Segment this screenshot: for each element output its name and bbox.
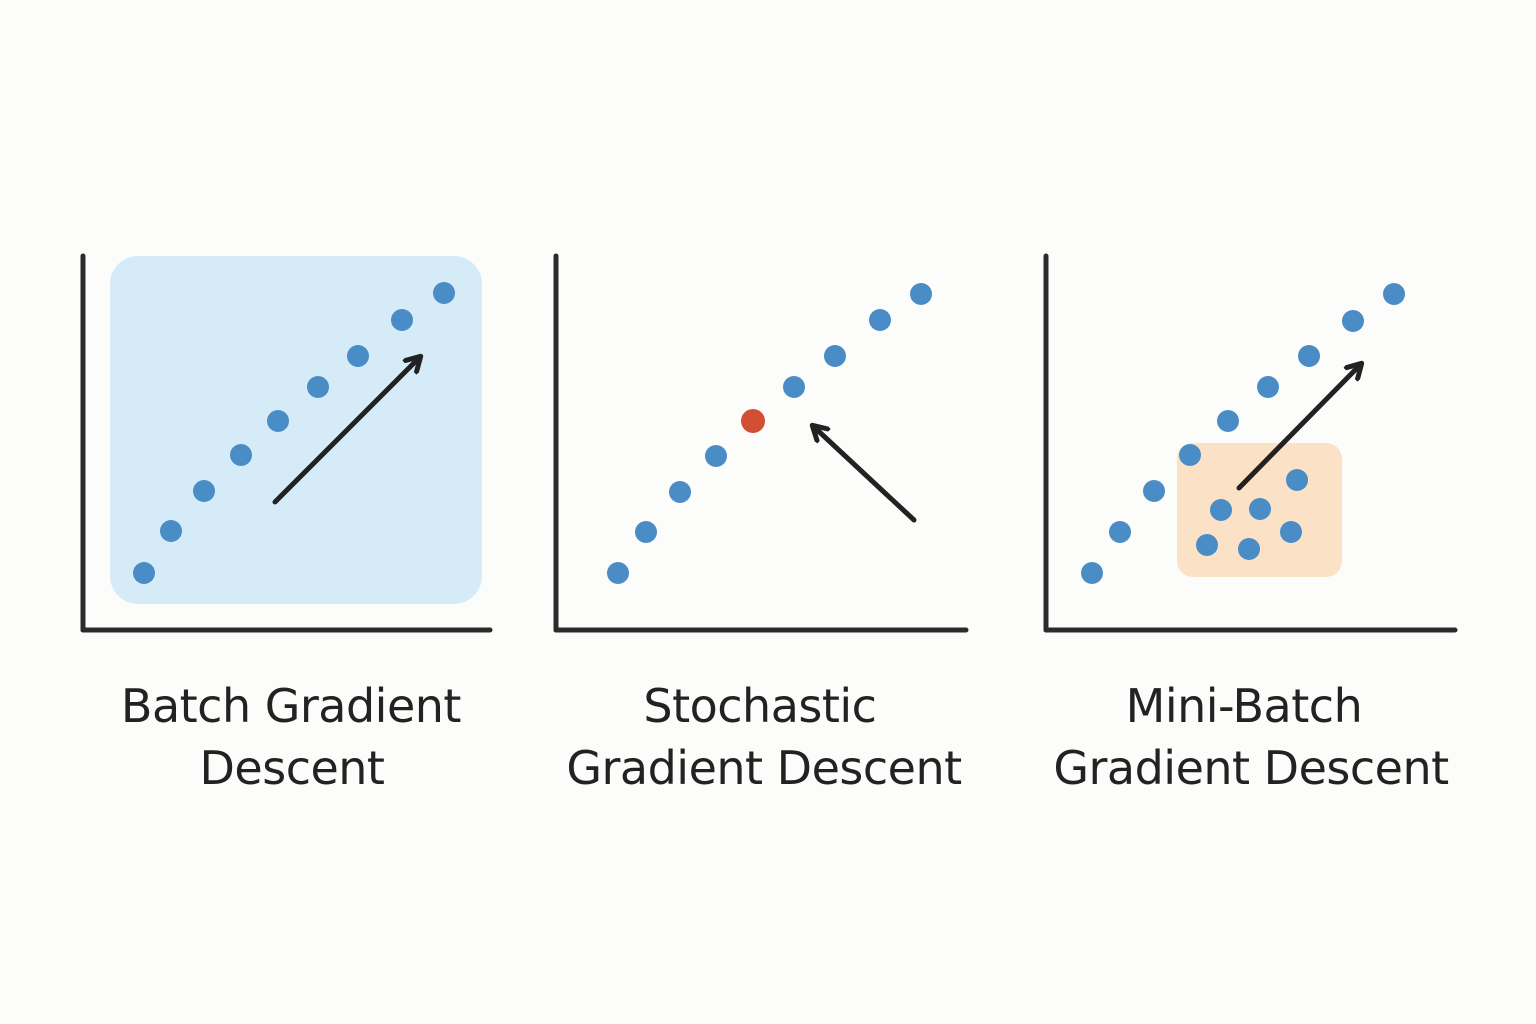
- mini-batch-points: [1196, 469, 1308, 560]
- data-point: [230, 444, 252, 466]
- mini-batch-point: [1249, 498, 1271, 520]
- axes: [553, 253, 969, 633]
- data-points: [607, 283, 932, 584]
- data-point: [1383, 283, 1405, 305]
- panel-stochastic: Stochastic Gradient Descent: [553, 253, 969, 795]
- data-point: [267, 410, 289, 432]
- data-points: [1081, 283, 1405, 584]
- data-point: [193, 480, 215, 502]
- data-point: [1179, 444, 1201, 466]
- full-batch-box: [110, 256, 482, 604]
- mini-batch-point: [1286, 469, 1308, 491]
- data-point: [1143, 480, 1165, 502]
- data-point: [1257, 376, 1279, 398]
- gradient-arrow: [813, 426, 917, 523]
- data-point: [824, 345, 846, 367]
- mini-batch-point: [1196, 534, 1218, 556]
- data-point: [1342, 310, 1364, 332]
- data-point: [1081, 562, 1103, 584]
- data-point: [910, 283, 932, 305]
- data-point: [347, 345, 369, 367]
- title-line-1: Mini-Batch: [1126, 679, 1363, 733]
- data-point: [607, 562, 629, 584]
- panel-title: Mini-Batch Gradient Descent: [1053, 679, 1448, 795]
- gradient-arrow: [1236, 364, 1361, 491]
- title-line-1: Batch Gradient: [121, 679, 461, 733]
- data-point: [307, 376, 329, 398]
- data-point: [160, 520, 182, 542]
- title-line-1: Stochastic: [643, 679, 876, 733]
- data-point: [869, 309, 891, 331]
- panel-batch: Batch Gradient Descent: [80, 253, 493, 795]
- axes: [80, 253, 493, 633]
- gradient-arrow: [272, 357, 420, 505]
- title-line-2: Gradient Descent: [566, 741, 961, 795]
- data-point: [669, 481, 691, 503]
- data-point: [433, 282, 455, 304]
- title-line-2: Gradient Descent: [1053, 741, 1448, 795]
- panel-title: Batch Gradient Descent: [121, 679, 475, 795]
- data-point: [1217, 410, 1239, 432]
- data-point: [705, 445, 727, 467]
- data-point: [391, 309, 413, 331]
- panel-title: Stochastic Gradient Descent: [566, 679, 961, 795]
- data-point: [1109, 521, 1131, 543]
- panel-minibatch: Mini-Batch Gradient Descent: [1043, 253, 1458, 795]
- mini-batch-point: [1210, 499, 1232, 521]
- data-point: [1298, 345, 1320, 367]
- data-point: [133, 562, 155, 584]
- mini-batch-point: [1238, 538, 1260, 560]
- mini-batch-point: [1280, 521, 1302, 543]
- data-point: [635, 521, 657, 543]
- selected-sample-point: [741, 409, 765, 433]
- data-point: [783, 376, 805, 398]
- title-line-2: Descent: [200, 741, 385, 795]
- data-points: [133, 282, 455, 584]
- axes: [1043, 253, 1458, 633]
